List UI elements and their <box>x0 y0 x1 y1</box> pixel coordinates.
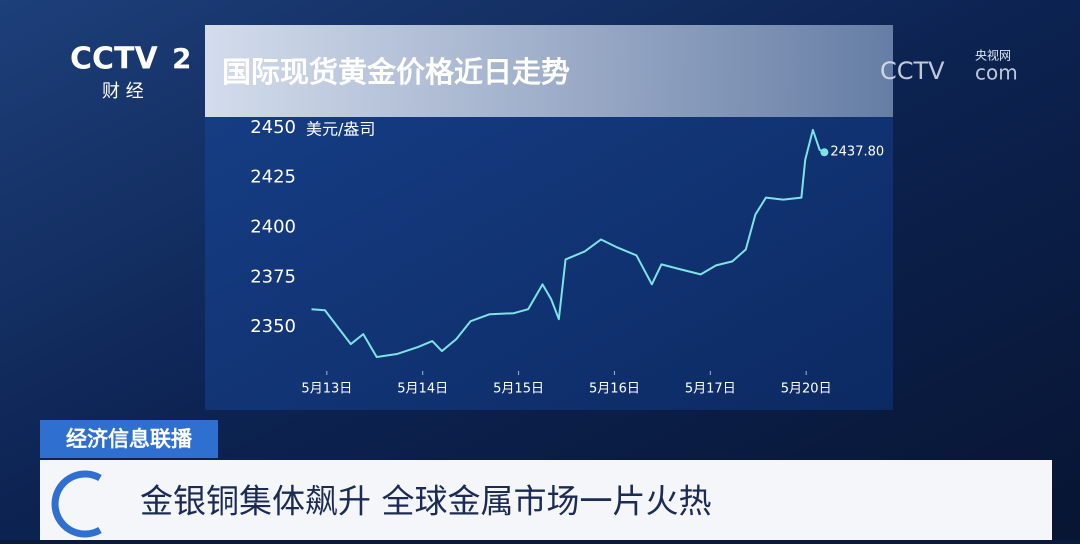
x-tick-label: 5月15日 <box>493 382 544 397</box>
chart-title: 国际现货黄金价格近日走势 <box>222 55 570 89</box>
x-tick-label: 5月20日 <box>781 382 832 397</box>
end-point <box>820 148 829 157</box>
price-line <box>311 128 825 359</box>
site-suffix: com <box>975 61 1018 85</box>
y-tick-label: 2375 <box>250 266 296 287</box>
site-cn: 央视网 <box>975 48 1011 63</box>
logo-icon <box>51 470 102 538</box>
x-tick-label: 5月17日 <box>685 382 736 397</box>
channel-number: 2 <box>172 42 191 75</box>
site-logo: CCTV <box>880 57 945 85</box>
x-tick-label: 5月13日 <box>301 382 352 397</box>
y-tick-label: 2400 <box>250 217 296 238</box>
y-axis-label: 美元/盎司 <box>306 120 375 139</box>
y-tick-label: 2450 <box>250 117 296 138</box>
headline: 金银铜集体飙升 全球金属市场一片火热 <box>140 482 712 521</box>
x-tick-label: 5月16日 <box>589 382 640 397</box>
channel-logo: CCTV <box>70 42 158 77</box>
headline-bar <box>40 460 1052 540</box>
program-name: 经济信息联播 <box>66 427 193 451</box>
y-tick-label: 2350 <box>250 316 296 337</box>
y-tick-label: 2425 <box>250 167 296 188</box>
program-box <box>40 420 218 458</box>
value-label: 2437.80 <box>830 145 884 160</box>
channel-name: 财 经 <box>102 81 144 102</box>
title-bar <box>205 25 893 117</box>
x-tick-label: 5月14日 <box>397 382 448 397</box>
